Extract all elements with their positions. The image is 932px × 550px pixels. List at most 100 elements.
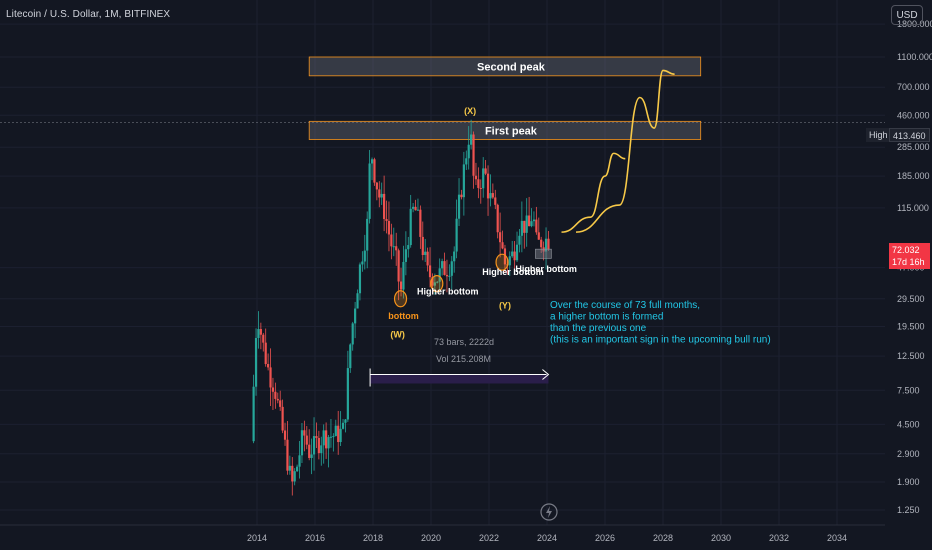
candle-body: [329, 436, 333, 438]
price-tick-label: 2.900: [897, 449, 920, 459]
candle-body: [269, 367, 272, 388]
candle-body: [465, 158, 468, 165]
price-tick-label: 1100.000: [897, 52, 932, 62]
bar-countdown: 17d 16h: [892, 257, 925, 267]
price-tick-label: 460.000: [897, 110, 930, 120]
candle-body: [486, 173, 490, 199]
candle-body: [373, 159, 376, 183]
note-line: Over the course of 73 full months,: [550, 300, 700, 311]
chart-grid: [0, 0, 885, 525]
candle-body: [298, 455, 301, 467]
projection-curve: [575, 69, 675, 233]
candle-body: [305, 435, 308, 445]
price-tick-label: 1.900: [897, 477, 920, 487]
candle-body: [288, 465, 291, 471]
peak-zone-label: Second peak: [477, 61, 546, 73]
candle-body: [460, 194, 463, 198]
candle-body: [467, 144, 470, 159]
candle-body: [332, 436, 335, 438]
candle-body: [433, 282, 436, 286]
candle-body: [520, 220, 523, 236]
candle-body: [286, 439, 289, 471]
currency-button[interactable]: USD: [891, 5, 923, 25]
candle-body: [482, 168, 485, 189]
candle-body: [455, 218, 458, 252]
candle-body: [339, 428, 342, 443]
candle-body: [312, 436, 316, 455]
price-tick-label: 700.000: [897, 82, 930, 92]
candle-body: [390, 234, 393, 247]
candle-body: [308, 444, 311, 458]
last-price-value: 72.032: [892, 245, 920, 255]
candle-body: [530, 221, 533, 227]
replay-icon[interactable]: [540, 503, 558, 521]
candle-body: [281, 406, 284, 431]
bottom-marker: [495, 253, 509, 271]
candle-body: [346, 368, 349, 420]
note-line: than the previous one: [550, 323, 647, 334]
peak-zones: Second peak First peak: [308, 56, 702, 140]
candle-body: [264, 342, 267, 365]
candle-body: [407, 245, 410, 250]
candle-body: [424, 251, 427, 255]
candle-body: [257, 329, 260, 339]
bottom-marker-label: Higher bottom: [417, 287, 479, 297]
candle-body: [267, 364, 270, 368]
candle-body: [291, 465, 294, 482]
candle-body: [358, 264, 362, 294]
price-tick-label: 19.500: [897, 321, 925, 331]
candle-body: [436, 281, 439, 283]
candle-body: [431, 277, 434, 286]
candle-body: [303, 430, 306, 436]
candle-body: [416, 209, 420, 211]
candle-body: [470, 134, 473, 145]
candle-body: [271, 387, 275, 392]
peak-zone-label: First peak: [485, 125, 538, 137]
peak-zone: [308, 120, 702, 140]
candle-body: [414, 206, 417, 211]
candle-body: [494, 197, 497, 205]
candle-body: [356, 293, 359, 309]
candle-body: [392, 246, 395, 248]
candle-body: [508, 256, 511, 266]
candle-body: [320, 445, 323, 454]
range-measure: 73 bars, 2222d Vol 215.208M: [369, 337, 550, 387]
bottom-marker-label: bottom: [388, 311, 419, 321]
time-tick-label: 2018: [363, 533, 383, 543]
candle-body: [334, 425, 337, 437]
candle-body: [351, 323, 354, 345]
price-tick-label: 12.500: [897, 351, 925, 361]
time-tick-label: 2016: [305, 533, 325, 543]
time-tick-label: 2024: [537, 533, 557, 543]
price-tick-label: 7.500: [897, 385, 920, 395]
candle-body: [274, 391, 277, 399]
candle-body: [544, 238, 548, 252]
price-tick-label: 285.000: [897, 142, 930, 152]
candle-body: [537, 232, 540, 240]
candle-body: [283, 430, 287, 440]
candle-body: [450, 261, 453, 276]
candle-body: [310, 454, 313, 458]
candle-body: [438, 268, 441, 282]
note-line: (this is an important sign in the upcomi…: [550, 335, 771, 346]
price-tick-label: 115.000: [897, 203, 929, 213]
candle-body: [387, 220, 391, 235]
candle-body: [448, 275, 451, 277]
projection-curve: [561, 152, 626, 233]
candle-body: [491, 193, 494, 198]
bottom-marker-label: Higher bottom: [482, 267, 544, 277]
higher-bottom-label: Higher bottom: [515, 264, 577, 274]
candle-body: [254, 338, 258, 387]
candle-body: [525, 215, 528, 233]
candle-body: [515, 244, 519, 261]
candle-body: [477, 179, 480, 188]
symbol-title: Litecoin / U.S. Dollar, 1M, BITFINEX: [6, 9, 171, 20]
candle-body: [397, 250, 400, 282]
candle-body: [378, 189, 381, 198]
candle-body: [445, 274, 449, 277]
candle-body: [279, 400, 282, 407]
candle-body: [503, 248, 507, 265]
candle-body: [380, 193, 383, 198]
candle-body: [399, 281, 403, 290]
